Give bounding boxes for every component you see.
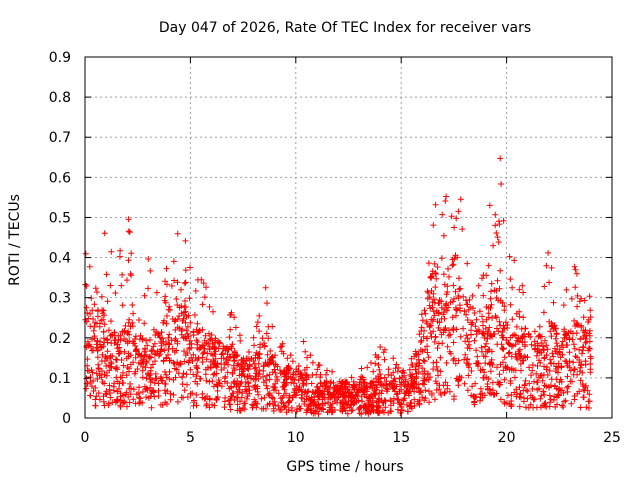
x-tick-label: 20	[498, 430, 516, 446]
x-tick-label: 15	[392, 430, 410, 446]
y-tick-label: 0.7	[49, 130, 71, 146]
x-tick-label: 0	[81, 430, 90, 446]
chart-title: Day 047 of 2026, Rate Of TEC Index for r…	[159, 20, 531, 36]
plot-frame	[84, 56, 613, 419]
y-tick-label: 0.1	[49, 371, 71, 387]
y-tick-label: 0.5	[49, 210, 71, 226]
axis-ticks: 0 0.1 0.2 0.3 0.4 0.5 0.6 0.7 0.8 0.9 0 5 10 15 20 25	[49, 50, 621, 446]
y-tick-label: 0.3	[49, 291, 71, 307]
x-axis-label: GPS time / hours	[286, 459, 403, 475]
y-tick-label: 0	[62, 411, 71, 427]
x-tick-label: 10	[287, 430, 305, 446]
plus-markers	[82, 155, 594, 417]
y-tick-label: 0.6	[49, 170, 71, 186]
y-axis-label: ROTI / TECUs	[7, 194, 23, 286]
y-tick-label: 0.8	[49, 90, 71, 106]
x-tick-label: 5	[186, 430, 195, 446]
y-tick-label: 0.2	[49, 331, 71, 347]
x-tick-label: 25	[603, 430, 621, 446]
data-points	[82, 155, 594, 417]
y-tick-label: 0.4	[49, 251, 71, 267]
y-tick-label: 0.9	[49, 50, 71, 66]
